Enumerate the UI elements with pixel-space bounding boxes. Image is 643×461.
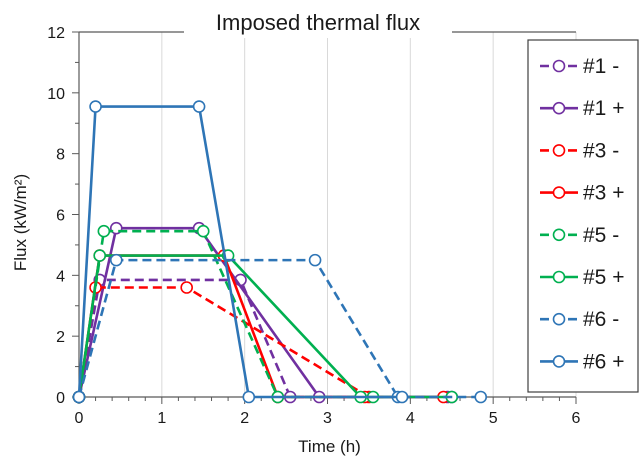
- series-line: [77, 105, 403, 399]
- legend-label: #5 +: [583, 266, 624, 289]
- y-tick-label: 10: [47, 86, 65, 103]
- data-point: [180, 281, 193, 294]
- data-point: [72, 390, 86, 404]
- legend-label: #6 +: [583, 350, 624, 373]
- axes: [72, 31, 577, 404]
- legend-marker: [552, 270, 566, 284]
- series-1-plus: [72, 221, 459, 404]
- legend-item: #1 -: [540, 55, 619, 78]
- legend-item: #6 -: [540, 308, 619, 331]
- legend-item: #5 +: [540, 266, 624, 289]
- legend-marker: [552, 312, 566, 326]
- legend-marker: [552, 59, 566, 73]
- legend-item: #1 +: [540, 97, 624, 120]
- data-point: [395, 390, 409, 404]
- series-line: [77, 278, 448, 399]
- data-point: [242, 390, 256, 404]
- data-point: [89, 100, 102, 113]
- series-6-plus: [72, 100, 409, 404]
- x-axis-title: Time (h): [298, 437, 361, 456]
- legend-label: #6 -: [583, 308, 619, 331]
- y-tick-label: 2: [56, 329, 65, 346]
- legend-marker: [552, 355, 566, 368]
- series-layer: [72, 100, 488, 404]
- legend-item: #3 +: [540, 182, 624, 205]
- y-tick-label: 12: [47, 25, 65, 42]
- x-tick-label: 2: [240, 410, 249, 427]
- x-tick-label: 5: [489, 410, 498, 427]
- legend-item: #5 -: [540, 224, 619, 247]
- legend-marker: [552, 101, 566, 115]
- y-tick-label: 6: [56, 208, 65, 225]
- chart-title-background: [184, 12, 452, 38]
- data-point: [308, 253, 322, 267]
- series-6-minus: [72, 253, 488, 404]
- data-point: [109, 253, 123, 267]
- series-line: [77, 254, 452, 399]
- chart-title: Imposed thermal flux: [216, 10, 420, 35]
- y-tick-label: 8: [56, 147, 65, 164]
- y-tick-label: 0: [56, 390, 65, 407]
- legend-label: #3 -: [583, 139, 619, 162]
- series-5-plus: [72, 249, 459, 404]
- legend-label: #3 +: [583, 182, 624, 205]
- legend-label: #1 +: [583, 97, 624, 120]
- legend-label: #5 -: [583, 224, 619, 247]
- data-point: [474, 390, 488, 404]
- data-point: [196, 224, 210, 238]
- legend-marker: [552, 228, 566, 242]
- x-tick-label: 0: [75, 410, 84, 427]
- x-tick-label: 3: [323, 410, 332, 427]
- legend-box: [527, 39, 639, 393]
- series-3-minus: [72, 281, 450, 404]
- data-point: [93, 249, 107, 262]
- legend-marker: [552, 186, 566, 199]
- legend-label: #1 -: [583, 55, 619, 78]
- legend: #1 - #1 + #3 - #3 + #5 - #5 + #6 - #6 +: [527, 39, 639, 393]
- y-tick-label: 4: [56, 268, 65, 285]
- x-tick-label: 1: [157, 410, 166, 427]
- legend-item: #6 +: [540, 350, 624, 373]
- legend-item: #3 -: [540, 139, 619, 162]
- x-tick-label: 4: [406, 410, 415, 427]
- data-point: [97, 224, 111, 238]
- gridlines: [161, 32, 577, 397]
- series-line: [77, 254, 365, 399]
- data-point: [192, 100, 206, 113]
- legend-marker: [552, 144, 566, 157]
- x-tick-label: 6: [572, 410, 581, 427]
- y-axis-title: Flux (kW/m²): [11, 174, 30, 271]
